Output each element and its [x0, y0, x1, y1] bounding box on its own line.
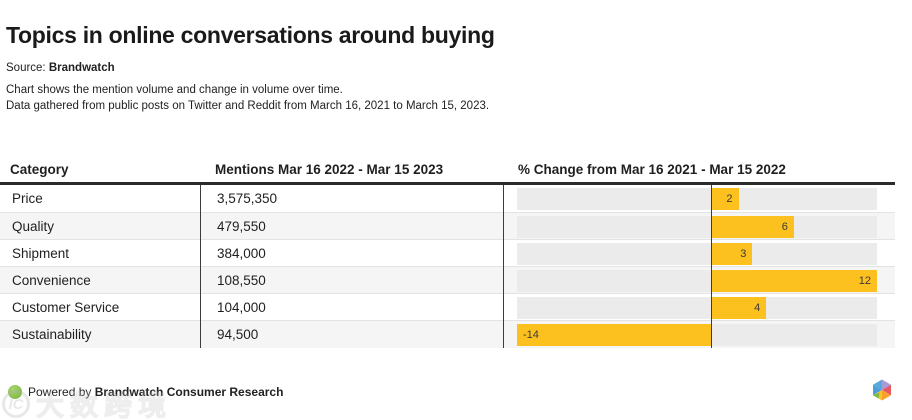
change-chart-cell: 12 [503, 267, 895, 295]
change-chart-cell: 4 [503, 294, 895, 322]
mentions-cell: 384,000 [217, 246, 266, 261]
bar-track: 4 [517, 297, 877, 319]
category-cell: Price [12, 191, 43, 206]
brand-name: Brandwatch Consumer Research [94, 385, 284, 399]
change-bar: 4 [710, 297, 767, 319]
powered-by-label: Powered by [28, 385, 95, 399]
change-bar-label: -14 [523, 329, 539, 341]
footer: Powered by Brandwatch Consumer Research [8, 384, 283, 400]
table-row: Price 3,575,350 2 [0, 185, 895, 213]
column-header-mentions: Mentions Mar 16 2022 - Mar 15 2023 [215, 162, 444, 177]
column-header-change: % Change from Mar 16 2021 - Mar 15 2022 [518, 162, 786, 177]
change-chart-cell: 2 [503, 185, 895, 213]
zero-axis-line [710, 185, 712, 348]
description-line-2: Data gathered from public posts on Twitt… [6, 100, 490, 112]
mentions-cell: 3,575,350 [217, 191, 278, 206]
change-bar-label: 2 [726, 193, 733, 205]
change-bar: -14 [517, 324, 711, 346]
source-label: Source: [6, 62, 46, 74]
table-body: Price 3,575,350 2 Quality 479,550 6 Ship… [0, 185, 895, 348]
change-bar-label: 3 [740, 248, 747, 260]
change-bar-label: 6 [781, 221, 788, 233]
brandwatch-dot-icon [8, 385, 22, 399]
category-cell: Customer Service [12, 300, 120, 315]
description-line-1: Chart shows the mention volume and chang… [6, 84, 343, 96]
table-row: Quality 479,550 6 [0, 212, 895, 240]
change-chart-cell: 3 [503, 240, 895, 268]
change-bar-label: 12 [858, 275, 871, 287]
source-line: Source: Brandwatch [6, 62, 115, 74]
mentions-cell: 108,550 [217, 273, 266, 288]
mentions-cell: 94,500 [217, 327, 259, 342]
bar-track: 2 [517, 188, 877, 210]
table-row: Shipment 384,000 3 [0, 239, 895, 267]
page-title: Topics in online conversations around bu… [6, 22, 495, 48]
category-cell: Quality [12, 219, 55, 234]
change-bar-label: 4 [754, 302, 761, 314]
change-chart-cell: 6 [503, 213, 895, 241]
column-divider [200, 185, 201, 348]
bar-track: 3 [517, 243, 877, 265]
mentions-cell: 104,000 [217, 300, 266, 315]
hexagon-logo-icon [873, 379, 891, 401]
bar-track: 6 [517, 216, 877, 238]
table-row: Customer Service 104,000 4 [0, 293, 895, 321]
change-bar: 6 [710, 216, 794, 238]
table-row: Convenience 108,550 12 [0, 266, 895, 294]
source-value: Brandwatch [48, 62, 115, 74]
footer-text: Powered by Brandwatch Consumer Research [28, 385, 283, 399]
table-header-row: Category Mentions Mar 16 2022 - Mar 15 2… [0, 155, 895, 185]
bar-track: -14 [517, 324, 877, 346]
data-table: Category Mentions Mar 16 2022 - Mar 15 2… [0, 155, 895, 348]
bar-track: 12 [517, 270, 877, 292]
category-cell: Convenience [12, 273, 91, 288]
change-bar: 2 [710, 188, 739, 210]
chart-description: Chart shows the mention volume and chang… [6, 82, 489, 114]
change-chart-cell: -14 [503, 321, 895, 349]
mentions-cell: 479,550 [217, 219, 266, 234]
column-divider [503, 185, 504, 348]
category-cell: Shipment [12, 246, 70, 261]
table-row: Sustainability 94,500 -14 [0, 320, 895, 348]
change-bar: 12 [710, 270, 877, 292]
change-bar: 3 [710, 243, 753, 265]
column-header-category: Category [10, 162, 69, 177]
category-cell: Sustainability [12, 327, 92, 342]
